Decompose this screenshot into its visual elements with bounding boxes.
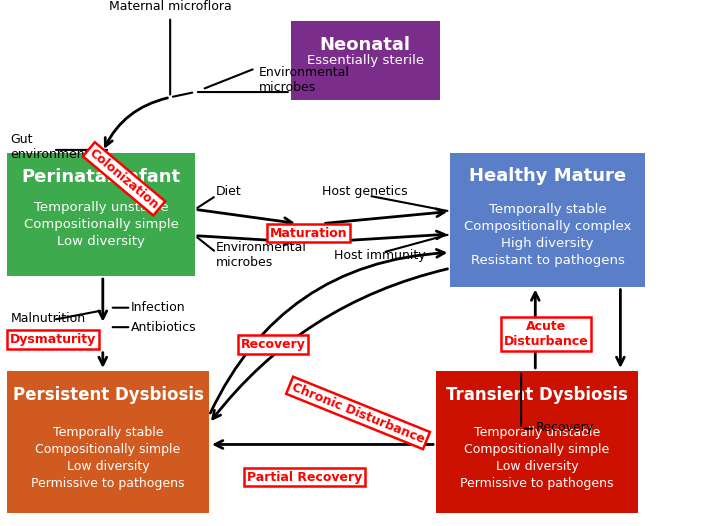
FancyBboxPatch shape	[7, 153, 195, 276]
Text: Temporally stable
Compositionally simple
Low diversity
Permissive to pathogens: Temporally stable Compositionally simple…	[31, 426, 185, 490]
Text: Environmental
microbes: Environmental microbes	[216, 241, 307, 269]
Text: Temporally unstable
Compositionally simple
Low diversity
Permissive to pathogens: Temporally unstable Compositionally simp…	[460, 426, 614, 490]
FancyBboxPatch shape	[7, 371, 209, 513]
Text: Recovery: Recovery	[535, 421, 593, 433]
FancyBboxPatch shape	[436, 371, 638, 513]
Text: Maternal microflora: Maternal microflora	[108, 0, 232, 13]
Text: Host immunity: Host immunity	[333, 249, 425, 261]
Text: Temporally unstable
Compositionally simple
Low diversity: Temporally unstable Compositionally simp…	[23, 201, 179, 248]
Text: Gut
environment: Gut environment	[11, 133, 90, 161]
Text: Persistent Dysbiosis: Persistent Dysbiosis	[13, 386, 203, 403]
Text: Chronic Disturbance: Chronic Disturbance	[290, 380, 426, 446]
Text: Antibiotics: Antibiotics	[131, 321, 197, 333]
Text: Healthy Mature: Healthy Mature	[469, 167, 626, 185]
Text: Neonatal: Neonatal	[320, 36, 411, 54]
FancyBboxPatch shape	[291, 21, 440, 100]
Text: Partial Recovery: Partial Recovery	[247, 471, 362, 483]
Text: Host genetics: Host genetics	[323, 186, 408, 198]
Text: Temporally stable
Compositionally complex
High diversity
Resistant to pathogens: Temporally stable Compositionally comple…	[464, 204, 632, 267]
Text: Infection: Infection	[131, 301, 186, 314]
Text: Recovery: Recovery	[240, 338, 306, 351]
Text: Essentially sterile: Essentially sterile	[306, 54, 424, 67]
Text: Environmental
microbes: Environmental microbes	[259, 66, 350, 94]
Text: Diet: Diet	[216, 186, 242, 198]
FancyBboxPatch shape	[450, 153, 645, 287]
Text: Acute
Disturbance: Acute Disturbance	[503, 320, 588, 348]
Text: Perinatal/Infant: Perinatal/Infant	[21, 167, 181, 185]
Text: Dysmaturity: Dysmaturity	[10, 333, 96, 346]
Text: Colonization: Colonization	[86, 146, 162, 211]
Text: Maturation: Maturation	[269, 227, 347, 239]
Text: Transient Dysbiosis: Transient Dysbiosis	[446, 386, 628, 403]
Text: Malnutrition: Malnutrition	[11, 312, 86, 325]
